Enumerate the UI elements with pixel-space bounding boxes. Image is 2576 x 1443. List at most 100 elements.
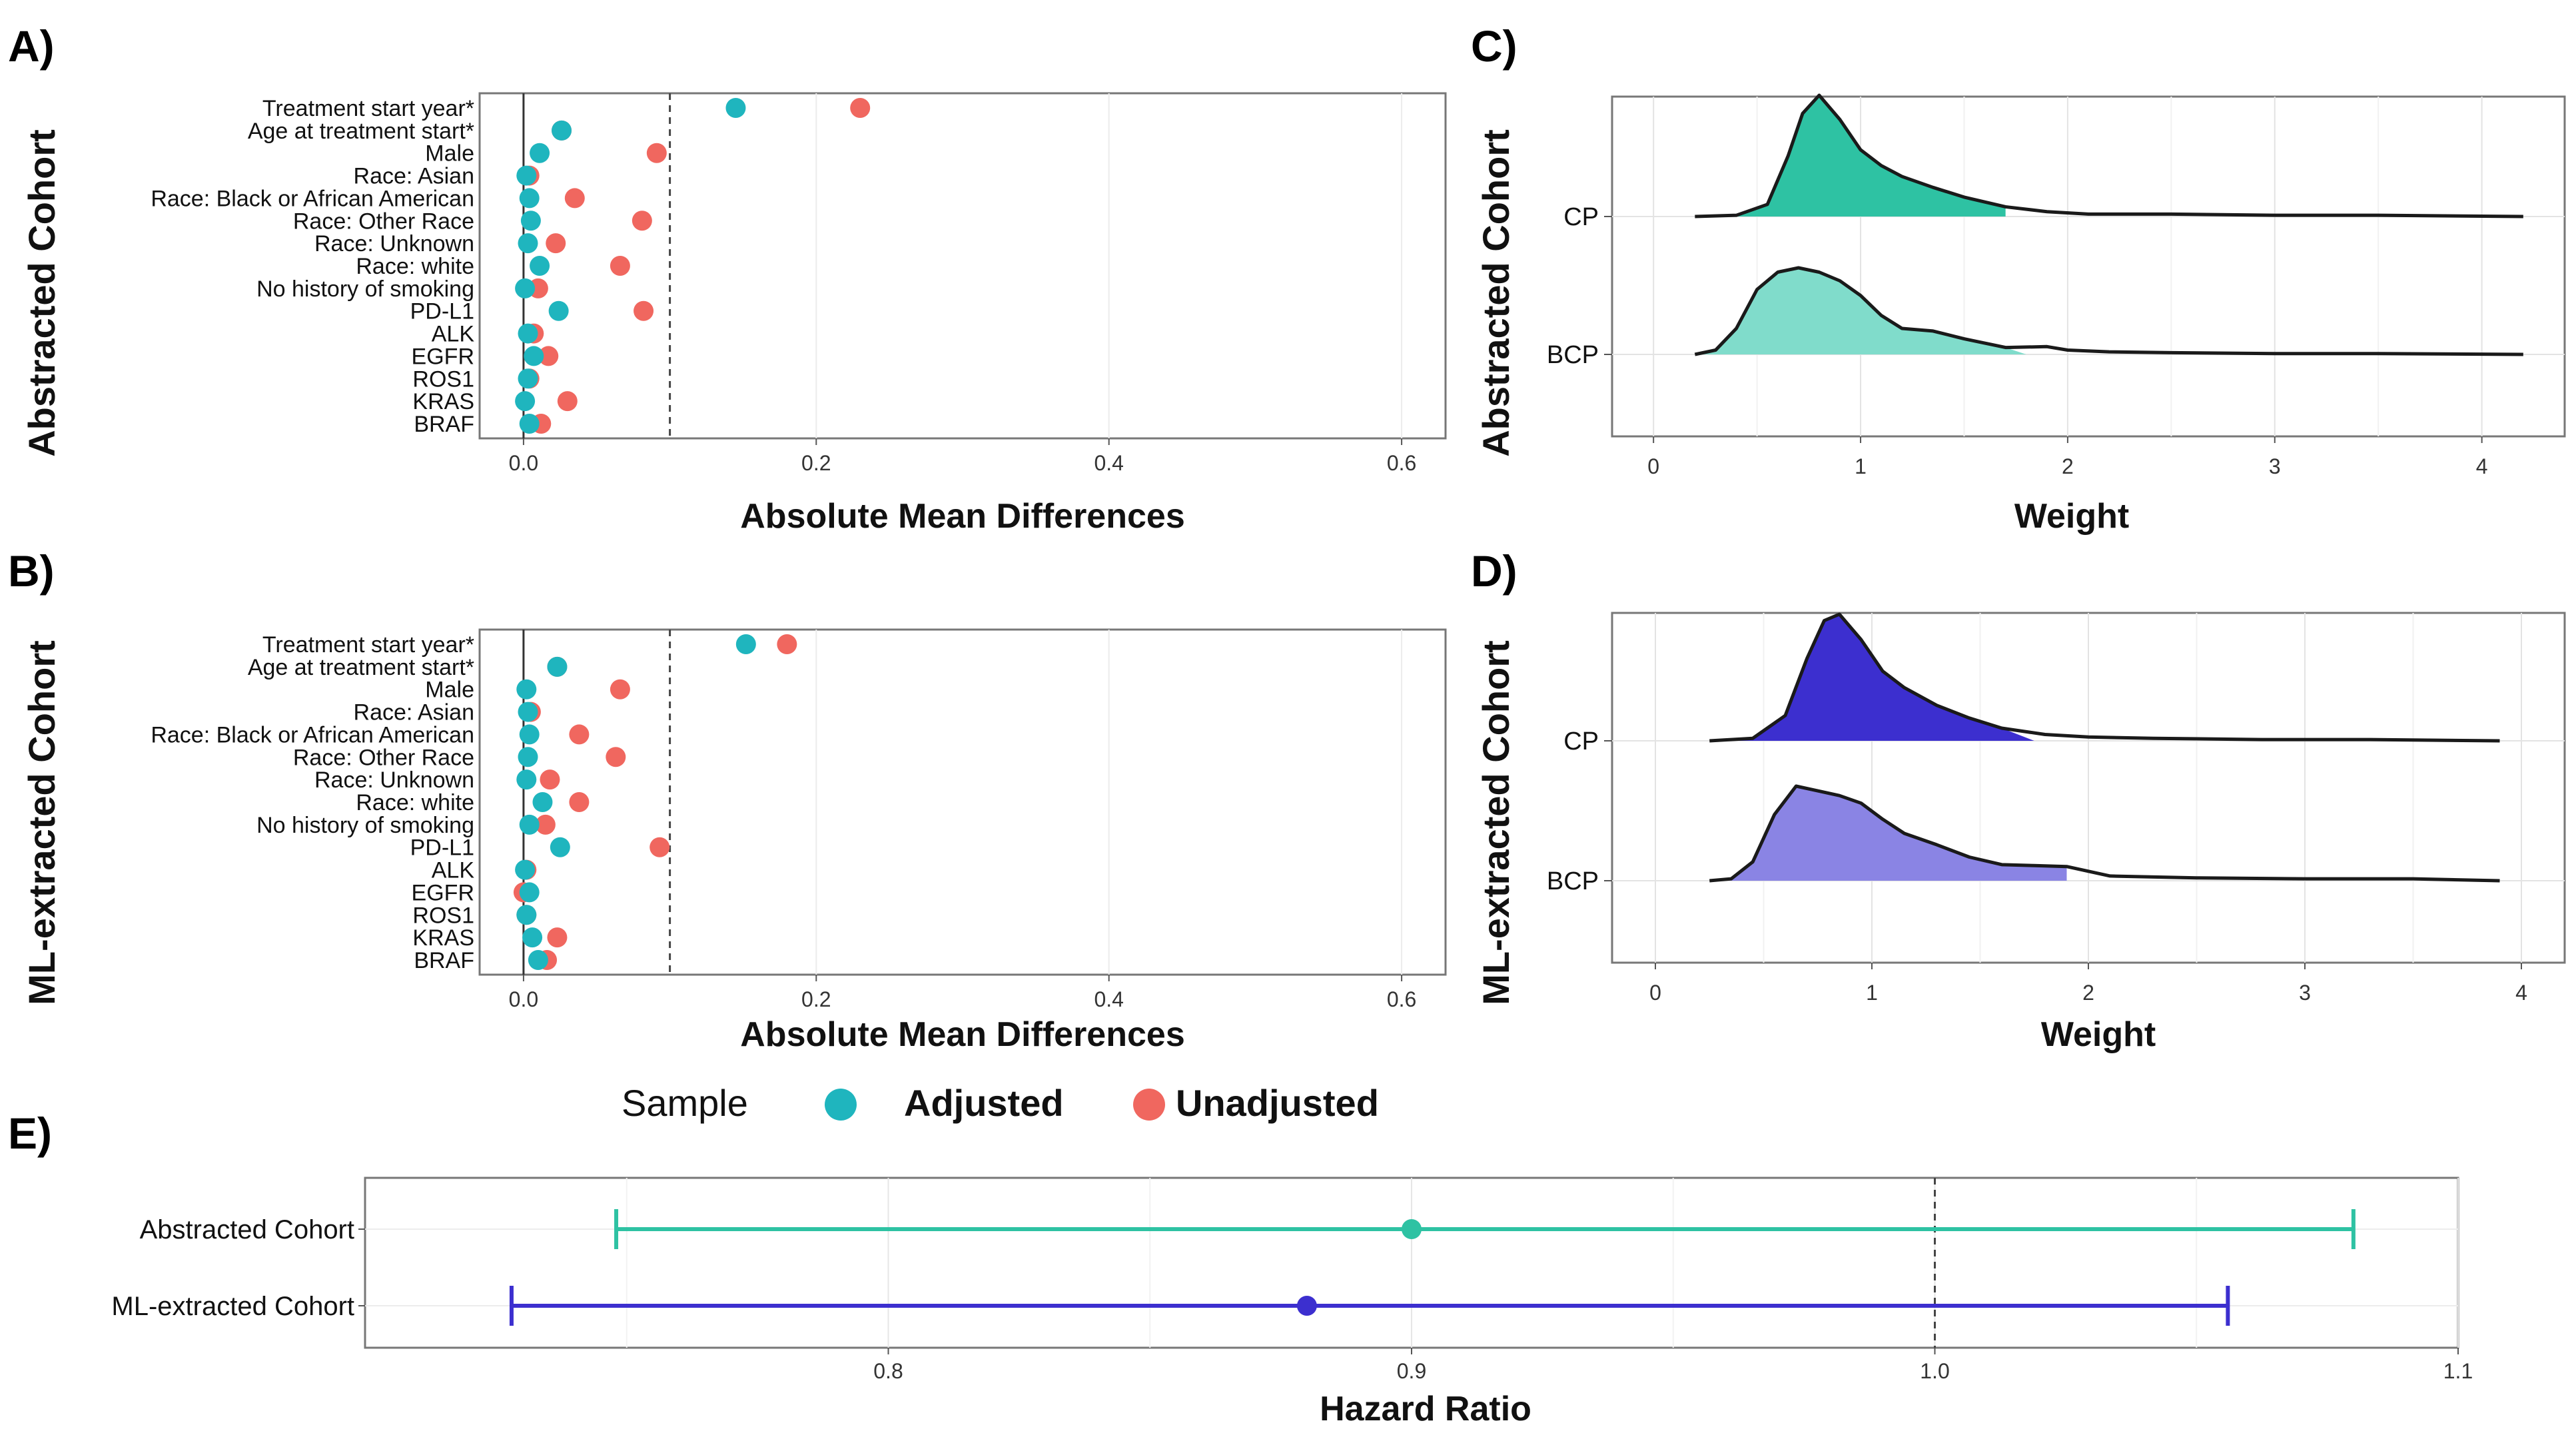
panel-c-ridge-labels: CP BCP	[1547, 203, 1612, 369]
category-label: BRAF	[414, 412, 474, 437]
category-label: Male	[425, 141, 474, 167]
x-tick-label: 4	[2515, 981, 2527, 1005]
category-label: Race: Asian	[354, 700, 474, 725]
category-label: PD-L1	[410, 299, 474, 324]
point-adjusted	[547, 656, 568, 677]
category-label: KRAS	[412, 925, 474, 951]
point-adjusted	[548, 300, 569, 321]
panel-e-gridlines	[365, 1178, 2459, 1348]
category-label: PD-L1	[410, 835, 474, 861]
panel-a-x-ticks: 0.0 0.2 0.4 0.6	[509, 438, 1416, 475]
ridge-line-cp	[1709, 612, 2500, 743]
point-adjusted	[518, 747, 538, 767]
category-label: Race: Unknown	[314, 231, 474, 256]
point-unadjusted	[634, 300, 654, 321]
panel-e-x-ticks: 0.8 0.9 1.0 1.1	[873, 1348, 2473, 1383]
panel-c-frame	[1611, 95, 2566, 438]
x-tick-label: 0.6	[1387, 451, 1416, 475]
legend-unadjusted-marker	[1133, 1089, 1165, 1121]
ridge-line-bcp	[1694, 266, 2523, 356]
legend-title: Sample	[622, 1082, 748, 1124]
legend-unadjusted-label: Unadjusted	[1176, 1082, 1379, 1124]
category-label: ALK	[432, 322, 475, 347]
category-label: ROS1	[412, 903, 474, 928]
panel-c-ridgeline: CP BCP 0 1 2 3 4 Weight	[1547, 93, 2566, 536]
panel-d-ridge-labels: CP BCP	[1547, 727, 1612, 895]
point-adjusted	[550, 837, 570, 857]
point-adjusted	[515, 391, 536, 412]
point-adjusted	[516, 165, 537, 186]
category-label: No history of smoking	[256, 276, 474, 302]
legend-adjusted-marker	[825, 1089, 857, 1121]
point-adjusted	[518, 323, 538, 344]
point-unadjusted	[646, 143, 667, 163]
x-tick-label: 0	[1649, 981, 1661, 1005]
panel-tag-d: D)	[1471, 546, 1517, 596]
ridge-fill-bcp	[1695, 268, 2026, 354]
point-adjusted	[519, 188, 540, 209]
point-unadjusted	[606, 747, 626, 767]
point-unadjusted	[649, 837, 670, 857]
point-unadjusted	[610, 679, 630, 700]
x-tick-label: 0.4	[1094, 451, 1123, 475]
panel-c-x-ticks: 0 1 2 3 4	[1647, 436, 2488, 478]
panel-a-frame	[478, 92, 1447, 440]
panel-a-gridlines	[815, 93, 1403, 438]
panel-d-ridgeline: CP BCP 0 1 2 3 4 Weight	[1547, 612, 2566, 1054]
x-tick-label: 0.6	[1387, 987, 1416, 1011]
category-label: EGFR	[412, 880, 474, 905]
panel-a-category-labels: Treatment start year*Age at treatment st…	[151, 96, 474, 437]
point-adjusted	[518, 368, 538, 389]
category-label: Race: Black or African American	[151, 186, 474, 211]
panel-tag-c: C)	[1471, 21, 1517, 71]
point-adjusted	[516, 905, 537, 925]
category-label: ROS1	[412, 366, 474, 392]
ridge-label-bcp: BCP	[1547, 341, 1599, 369]
point-unadjusted	[632, 211, 652, 231]
panel-e-x-axis-title: Hazard Ratio	[1320, 1390, 1531, 1428]
panel-d-ridges	[1709, 612, 2500, 883]
category-label: Male	[425, 678, 474, 703]
panel-tag-a: A)	[8, 21, 55, 71]
panel-b-frame	[478, 628, 1447, 976]
x-tick-label: 1	[1855, 454, 1867, 478]
panel-c-x-axis-title: Weight	[2014, 497, 2129, 536]
point-unadjusted	[538, 346, 559, 366]
x-tick-label: 0.9	[1397, 1359, 1426, 1383]
category-label: Race: Other Race	[293, 745, 474, 770]
panel-a-balance-plot: Treatment start year*Age at treatment st…	[151, 92, 1447, 536]
point-adjusted	[532, 792, 553, 812]
x-tick-label: 0.2	[801, 451, 831, 475]
point-unadjusted	[569, 724, 590, 745]
cohort-title-d: ML-extracted Cohort	[1475, 640, 1517, 1005]
panel-tag-b: B)	[8, 546, 55, 596]
ridge-fill-cp	[1695, 95, 2006, 217]
point-unadjusted	[564, 188, 585, 209]
hr-point	[1296, 1296, 1317, 1316]
panel-c-ridges	[1694, 93, 2523, 356]
point-adjusted	[519, 414, 540, 434]
panel-c-gridlines	[1612, 97, 2565, 436]
cohort-title-a: Abstracted Cohort	[21, 129, 63, 457]
x-tick-label: 2	[2082, 981, 2094, 1005]
x-tick-label: 3	[2299, 981, 2311, 1005]
point-unadjusted	[850, 98, 871, 118]
category-label: Race: Asian	[354, 164, 474, 189]
point-unadjusted	[547, 927, 568, 948]
ridge-line-cp	[1695, 93, 2523, 219]
point-adjusted	[516, 679, 537, 700]
ridge-label-cp: CP	[1563, 727, 1599, 755]
x-tick-label: 0.4	[1094, 987, 1123, 1011]
panel-b-x-axis-title: Absolute Mean Differences	[740, 1015, 1185, 1054]
ridge-fill-bcp	[1709, 786, 2067, 881]
category-label: ALK	[432, 858, 475, 883]
panel-b-category-labels: Treatment start year*Age at treatment st…	[151, 632, 474, 973]
category-label: Age at treatment start*	[248, 119, 474, 144]
point-adjusted	[725, 98, 746, 118]
panel-a-x-axis-title: Absolute Mean Differences	[740, 497, 1185, 536]
panel-e-row-labels: Abstracted Cohort ML-extracted Cohort	[111, 1215, 365, 1321]
point-adjusted	[515, 859, 536, 880]
cohort-title-b: ML-extracted Cohort	[21, 640, 63, 1005]
point-adjusted	[522, 927, 543, 948]
